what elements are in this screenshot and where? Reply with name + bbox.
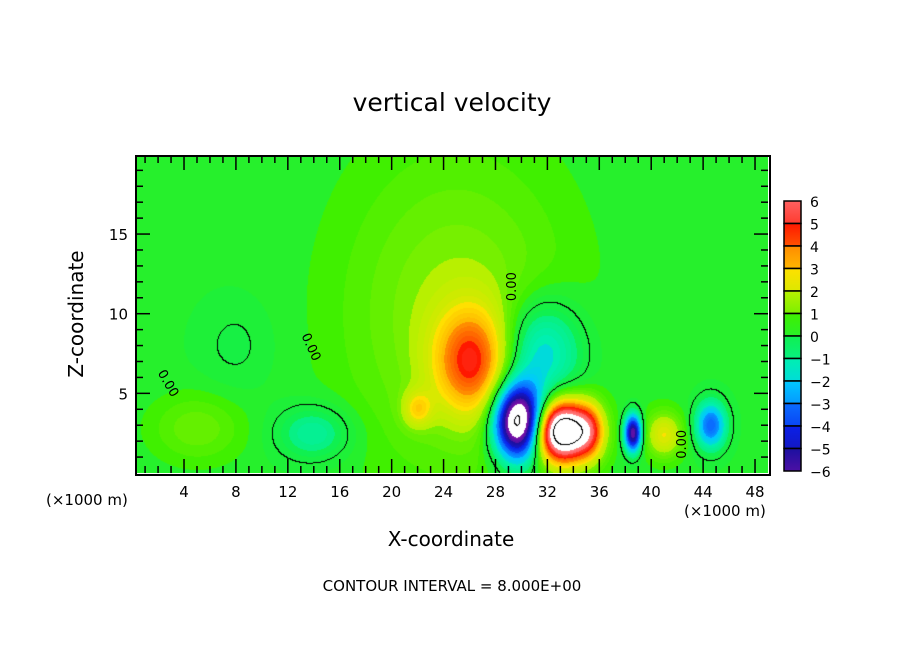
x-tick-label: 8	[231, 483, 241, 501]
colorbar-label: 3	[810, 263, 819, 279]
contour-label: 0.00	[298, 331, 324, 364]
x-tick-label: 44	[694, 483, 713, 501]
y-tick-label: 5	[118, 385, 128, 403]
colorbar-segment	[783, 267, 802, 292]
x-tick-label: 24	[434, 483, 453, 501]
contour-label: 0.00	[505, 272, 520, 301]
colorbar-segment	[783, 357, 802, 382]
colorbar-label: 1	[810, 308, 819, 324]
x-unit-label-left: (×1000 m)	[46, 491, 128, 509]
x-unit-label-right: (×1000 m)	[684, 502, 766, 520]
contour-label: 0.00	[154, 367, 181, 400]
colorbar-segment	[783, 380, 802, 405]
colorbar-segment	[783, 425, 802, 450]
colorbar-segment	[783, 312, 802, 337]
colorbar-label: 0	[810, 330, 819, 346]
colorbar-segment	[783, 222, 802, 247]
colorbar-segment	[783, 245, 802, 270]
chart-title: vertical velocity	[352, 88, 552, 117]
y-tick-label: 15	[109, 226, 128, 244]
colorbar-segment	[783, 447, 802, 472]
colorbar-label: −4	[810, 420, 831, 436]
x-tick-label: 20	[382, 483, 401, 501]
x-tick-label: 28	[486, 483, 505, 501]
contour-interval-label: CONTOUR INTERVAL = 8.000E+00	[322, 577, 582, 595]
x-tick-label: 36	[590, 483, 609, 501]
x-axis-label-text: X-coordinate	[387, 527, 515, 551]
x-tick-label: 12	[278, 483, 297, 501]
y-tick-label: 10	[109, 306, 128, 324]
contour-label: 0.00	[675, 430, 690, 459]
colorbar-segment	[783, 200, 802, 225]
colorbar-label: 4	[810, 240, 819, 256]
colorbar-label: −1	[810, 353, 831, 369]
colorbar-label: 5	[810, 218, 819, 234]
colorbar-label: −5	[810, 443, 831, 459]
velocity-field-heatmap	[136, 156, 768, 473]
colorbar-segment	[783, 402, 802, 427]
colorbar-segment	[783, 290, 802, 315]
colorbar-label: −3	[810, 398, 831, 414]
colorbar-segment	[783, 335, 802, 360]
colorbar-label: 2	[810, 285, 819, 301]
colorbar-label: 6	[810, 195, 819, 211]
x-tick-label: 16	[330, 483, 349, 501]
x-axis-label: X-coordinate	[0, 527, 903, 551]
x-tick-label: 4	[179, 483, 189, 501]
x-tick-label: 48	[745, 483, 764, 501]
x-tick-label: 40	[642, 483, 661, 501]
colorbar-label: −2	[810, 375, 831, 391]
x-tick-label: 32	[538, 483, 557, 501]
colorbar-label: −6	[810, 465, 831, 481]
